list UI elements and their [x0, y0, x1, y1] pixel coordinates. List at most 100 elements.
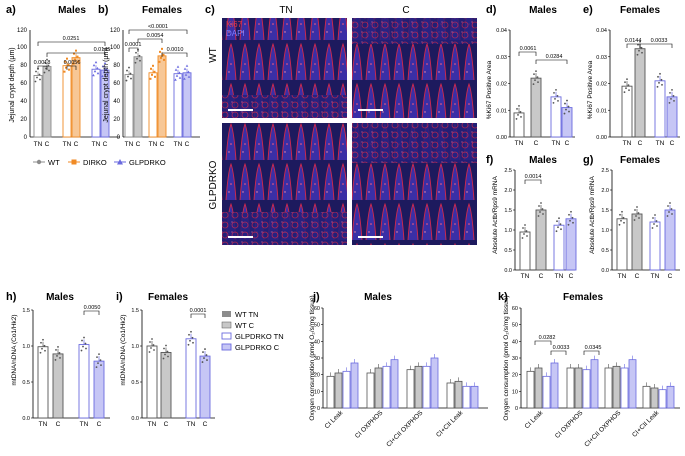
panel-e-pvalue: 0.0144 — [625, 38, 642, 44]
panel-g-bar — [664, 209, 676, 271]
panel-c-col-tn: TN — [279, 5, 292, 16]
panel-g-ytick: 1.0 — [601, 228, 609, 234]
panel-a-point — [67, 63, 70, 66]
panel-b-point — [130, 77, 132, 80]
panel-d-xtick: TN — [552, 140, 561, 147]
panel-i-point — [189, 339, 191, 342]
panel-g-point — [652, 217, 654, 219]
panel-h-point — [99, 359, 102, 362]
panel-f-ytick: 0.5 — [504, 248, 512, 254]
panel-d-point — [516, 108, 518, 110]
panel-d-xtick: C — [534, 140, 539, 147]
panel-d-point — [532, 83, 535, 86]
panel-b-xtick: TN — [149, 141, 158, 148]
panel-f-point — [571, 216, 574, 219]
panel-f: f) Males Absolute Actb/Rps9 mRNA 0.0 0.5 1… — [486, 154, 577, 280]
panel-b-point — [176, 65, 180, 68]
panel-d-point — [536, 76, 539, 79]
panel-e-xtick: C — [638, 140, 643, 147]
panel-a-point — [105, 72, 109, 76]
panel-a-point — [92, 63, 96, 67]
legend-label-wt-c: WT C — [235, 321, 255, 330]
panel-g-ytick: 2.5 — [601, 168, 609, 174]
legend-swatch-wt-tn — [222, 311, 231, 317]
panel-b-point — [187, 75, 191, 78]
panel-b-bar — [157, 55, 167, 138]
panel-a-ytick: 40 — [20, 99, 27, 105]
panel-g-point — [619, 213, 621, 216]
panel-f-bar — [553, 224, 565, 271]
panel-h-point — [39, 351, 42, 354]
panel-d-point — [518, 105, 520, 107]
panel-a-bar — [42, 66, 52, 138]
panel-b-point — [185, 64, 189, 67]
legend-swatch-wt-c — [221, 321, 232, 329]
micrograph-glpdrko-c — [352, 123, 477, 245]
panel-f-axes: 0.0 0.5 1.0 1.5 2.0 2.5 — [504, 168, 575, 274]
panel-j-bar — [414, 365, 423, 409]
panel-a-bars — [33, 49, 110, 138]
panel-g-point — [651, 227, 654, 229]
panel-g-point — [638, 217, 640, 219]
panel-h-xtick: C — [56, 421, 61, 428]
panel-h-sig-bracket — [83, 310, 100, 315]
panel-e-xtick: TN — [656, 140, 665, 147]
panel-d: d) Males %Ki67 Positive Area 0.00 0.01 0.0… — [486, 4, 575, 147]
panel-h-point — [83, 336, 85, 339]
panel-g-xtick: TN — [618, 273, 627, 280]
panel-k-pvalue: 0.0282 — [539, 335, 556, 341]
panel-f-point — [525, 230, 528, 232]
panel-k-ytick: 40 — [512, 339, 518, 345]
panel-e-point — [657, 75, 659, 78]
panel-a-xtick: TN — [92, 141, 101, 148]
panel-g-point — [620, 219, 622, 222]
panel-d-point — [563, 112, 566, 115]
panel-b-point — [183, 77, 186, 80]
panel-h-point — [95, 366, 98, 369]
panel-g-ytick: 2.0 — [601, 188, 609, 194]
panel-k-ytick: 20 — [512, 373, 518, 379]
panel-d-point — [520, 116, 522, 118]
panel-e-ylabel: %Ki67 Positive Area — [587, 60, 594, 119]
panel-f-point — [557, 226, 559, 229]
panel-f-pvalue: 0.0014 — [525, 174, 542, 180]
panel-h-point — [97, 362, 99, 365]
panel-j-ytick: 10 — [314, 389, 320, 395]
panel-b-ytick: 40 — [113, 99, 120, 105]
panel-b-point — [150, 67, 152, 70]
panel-h: h) Males mtDNA/nDNA (Co1/Hk2) 0.0 0.5 1.0 1… — [6, 291, 110, 428]
panel-d-point — [568, 110, 570, 113]
panel-f-sig-bracket — [524, 179, 542, 184]
panel-k-bar — [604, 367, 613, 409]
panel-h-bar — [93, 360, 105, 419]
panel-b-title: Females — [142, 5, 182, 16]
panel-i-bars: TN C TN C — [146, 330, 211, 428]
panel-b-point — [135, 51, 137, 54]
panel-i-point — [192, 341, 194, 344]
panel-k-ytick: 10 — [512, 389, 518, 395]
panel-j-category-label: CI+CII Leak — [435, 409, 465, 439]
panel-i-ytick: 1.0 — [131, 344, 139, 350]
panel-b-sig-bracket — [128, 47, 139, 52]
panel-b-point — [151, 73, 153, 76]
panel-f-point — [542, 213, 544, 215]
panel-b-bar — [133, 56, 143, 138]
panel-g-point — [637, 212, 640, 214]
panel-d-sig-bracket — [518, 51, 537, 56]
panel-f-point — [521, 237, 524, 239]
panel-f-point — [556, 220, 558, 223]
panel-h-point — [58, 352, 61, 354]
panel-f-point — [537, 215, 540, 217]
panel-f-bar — [565, 218, 577, 271]
panel-d-point — [566, 99, 568, 102]
panel-d-point — [515, 118, 518, 120]
panel-b-bar — [173, 73, 183, 138]
panel-f-bar — [535, 209, 547, 271]
panel-b-point — [127, 75, 129, 78]
panel-e-point — [659, 72, 661, 75]
panel-h-title: Males — [46, 292, 74, 303]
panel-b-point — [162, 53, 165, 56]
panel-i-point — [151, 338, 153, 340]
panel-j-axes: 0 10 20 30 40 50 60 — [314, 306, 488, 412]
